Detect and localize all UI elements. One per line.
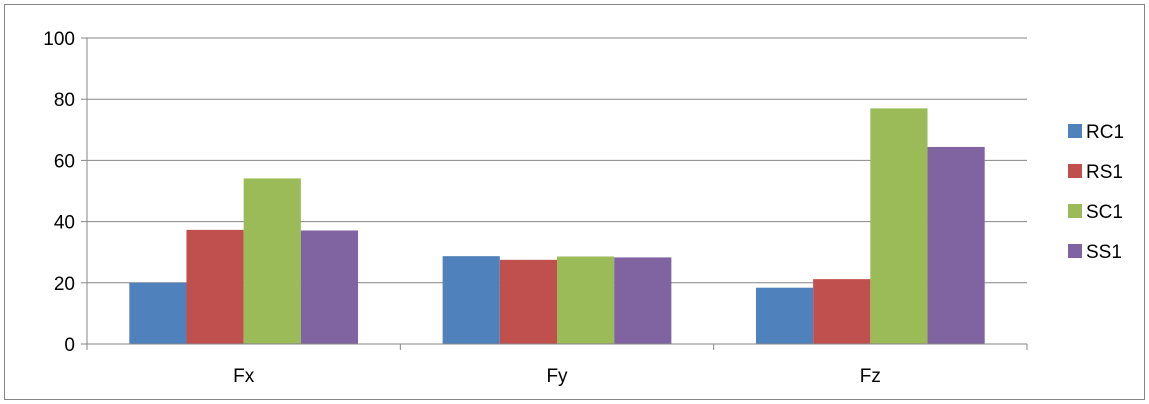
- bars: [129, 108, 985, 344]
- x-tick-label: Fx: [233, 366, 255, 387]
- x-axis-tick-labels: Fx Fy Fz: [233, 366, 881, 387]
- bar-rc1-fx: [129, 282, 187, 344]
- legend-swatch-rs1: [1068, 164, 1082, 178]
- bar-sc1-fz: [870, 108, 928, 344]
- bar-rc1-fy: [442, 256, 500, 344]
- legend-label-ss1: SS1: [1086, 242, 1122, 263]
- bar-rs1-fx: [186, 229, 244, 344]
- bar-rs1-fy: [499, 259, 557, 344]
- x-tick-label: Fz: [860, 366, 881, 387]
- legend: RC1 RS1 SC1 SS1: [1068, 122, 1124, 263]
- y-tick-label: 40: [54, 213, 75, 234]
- y-axis-tick-labels: 0 20 40 60 80 100: [43, 29, 75, 356]
- legend-label-rs1: RS1: [1086, 162, 1123, 183]
- axes: [81, 37, 1028, 350]
- bar-sc1-fy: [557, 256, 615, 344]
- chart-area: 0 20 40 60 80 100 Fx Fy Fz RC1 RS1 SC1 SS1: [4, 4, 1145, 400]
- legend-label-sc1: SC1: [1086, 202, 1123, 223]
- y-tick-label: 20: [54, 274, 75, 295]
- legend-swatch-rc1: [1068, 124, 1082, 138]
- bar-rs1-fz: [813, 279, 871, 344]
- x-tick-label: Fy: [546, 366, 568, 387]
- legend-label-rc1: RC1: [1086, 122, 1124, 143]
- bar-rc1-fz: [755, 287, 814, 344]
- y-tick-label: 0: [64, 335, 75, 356]
- bar-ss1-fy: [614, 257, 672, 344]
- bar-sc1-fx: [243, 178, 301, 344]
- y-tick-label: 60: [54, 151, 75, 172]
- bar-ss1-fx: [300, 230, 359, 344]
- legend-swatch-sc1: [1068, 204, 1082, 218]
- legend-swatch-ss1: [1068, 244, 1082, 258]
- bar-ss1-fz: [927, 146, 985, 344]
- y-tick-label: 80: [54, 90, 75, 111]
- bar-chart: 0 20 40 60 80 100 Fx Fy Fz RC1 RS1 SC1 SS1: [43, 29, 1124, 387]
- y-tick-label: 100: [43, 29, 75, 50]
